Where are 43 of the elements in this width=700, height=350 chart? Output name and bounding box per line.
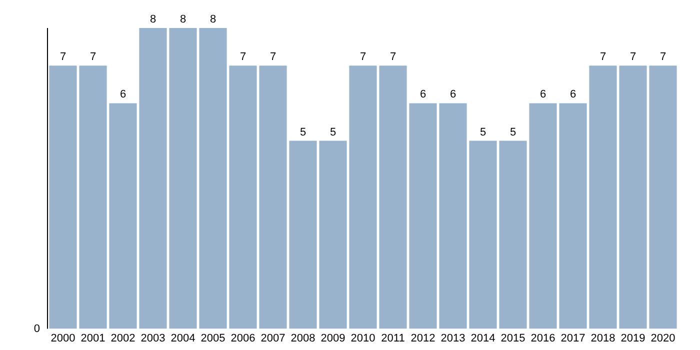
- data-label: 8: [180, 14, 186, 26]
- data-label: 6: [120, 88, 126, 101]
- data-label: 6: [570, 88, 576, 101]
- x-tick-label: 2011: [381, 332, 405, 344]
- data-label: 7: [90, 51, 96, 64]
- data-label: 7: [630, 51, 636, 64]
- x-tick-label: 2007: [260, 332, 286, 344]
- x-tick-label: 2020: [650, 332, 676, 344]
- x-tick-label: 2012: [410, 332, 436, 344]
- x-tick-label: 2009: [320, 332, 346, 344]
- x-tick-label: 2005: [200, 332, 226, 344]
- data-label: 5: [330, 126, 336, 138]
- data-label: 5: [480, 126, 486, 138]
- data-label: 6: [420, 88, 426, 101]
- data-label: 5: [510, 126, 516, 138]
- x-tick-label: 2019: [620, 332, 646, 344]
- data-label: 7: [360, 51, 366, 64]
- x-tick-label: 2002: [110, 332, 136, 344]
- data-label: 7: [390, 51, 396, 64]
- data-label: 5: [300, 126, 306, 138]
- x-tick-label: 2014: [470, 332, 496, 344]
- x-tick-label: 2003: [140, 332, 166, 344]
- data-label: 6: [540, 88, 546, 101]
- x-tick-label: 2008: [290, 332, 316, 344]
- x-tick-label: 2000: [50, 332, 76, 344]
- data-label: 7: [270, 51, 276, 64]
- x-tick-label: 2015: [500, 332, 526, 344]
- x-tick-label: 2010: [350, 332, 376, 344]
- data-label: 8: [210, 14, 216, 26]
- x-tick-label: 2018: [590, 332, 616, 344]
- x-tick-label: 2016: [530, 332, 556, 344]
- x-tick-label: 2006: [230, 332, 256, 344]
- x-tick-label: 2001: [80, 332, 106, 344]
- x-tick-label: 2013: [440, 332, 466, 344]
- data-label: 7: [240, 51, 246, 64]
- text: 0: [34, 322, 40, 335]
- data-label: 7: [600, 51, 606, 64]
- data-label: 6: [450, 88, 456, 101]
- x-tick-label: 2004: [170, 332, 196, 344]
- data-label: 8: [150, 14, 156, 26]
- data-label: 7: [660, 51, 666, 64]
- x-tick-label: 2017: [560, 332, 586, 344]
- data-label: 7: [60, 51, 66, 64]
